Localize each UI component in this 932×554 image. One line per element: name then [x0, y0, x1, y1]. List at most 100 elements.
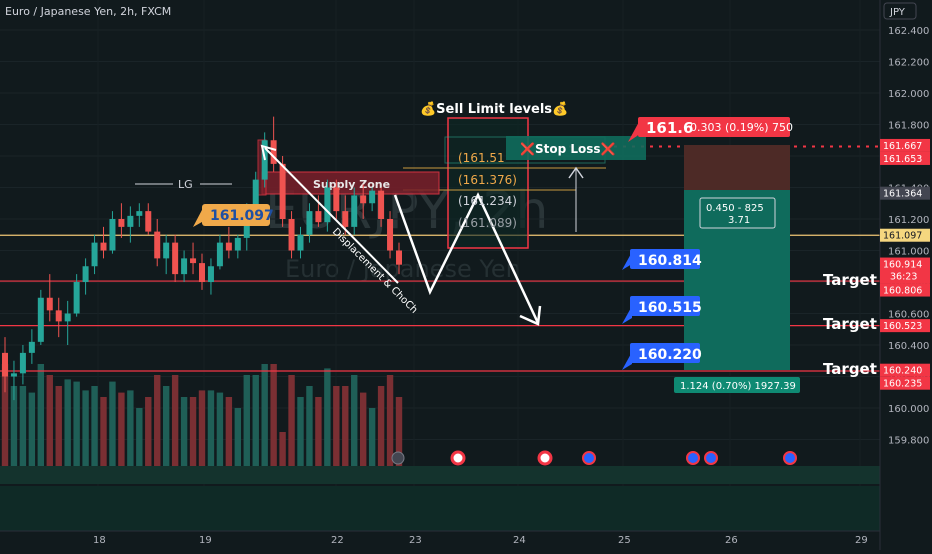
price-tick-label: 162.400: [888, 26, 929, 37]
time-tick-label: 23: [409, 535, 422, 546]
candle-body: [19, 352, 26, 374]
economic-event-icon[interactable]: [783, 451, 797, 465]
volume-bar: [386, 375, 394, 466]
time-tick-label: 26: [725, 535, 738, 546]
price-label-text: 161.667: [883, 141, 922, 152]
candle-body: [351, 195, 358, 227]
target-tag-pointer: [622, 352, 632, 370]
volume-bar: [306, 386, 313, 466]
candle-body: [252, 179, 259, 212]
event-flag-icon[interactable]: [537, 450, 553, 466]
candle-body: [324, 187, 331, 223]
event-markers[interactable]: [391, 450, 797, 466]
target-price-tag-1: [630, 249, 700, 269]
lightning-event-icon[interactable]: [391, 451, 405, 465]
candle-body: [118, 219, 125, 227]
price-label-box: [880, 138, 930, 152]
volume-bar: [55, 386, 62, 466]
economic-event-icon[interactable]: [686, 451, 700, 465]
time-axis-ticks[interactable]: 18 19 22 23 24 25 26 29: [93, 535, 868, 546]
currency-badge-text: JPY: [889, 7, 906, 18]
candle-body: [225, 242, 232, 251]
price-tick-label: 161.800: [888, 121, 929, 132]
target-price-3: 160.220: [638, 347, 702, 363]
panel-band: [0, 486, 880, 531]
price-tick-label: 160.600: [888, 310, 929, 321]
target-price-1: 160.814: [638, 253, 702, 269]
volume-bar: [171, 375, 179, 466]
volume-bar: [64, 379, 71, 466]
sell-limit-level-3: (161.234): [458, 194, 517, 208]
stop-loss-box: [506, 136, 646, 160]
candle-body: [145, 211, 152, 232]
volume-bar: [136, 408, 143, 466]
volume-bar: [180, 397, 188, 466]
symbol-title[interactable]: Euro / Japanese Yen, 2h, FXCM: [5, 5, 171, 18]
volume-bar: [333, 386, 340, 466]
profit-label: 1.124 (0.70%) 1927.39: [680, 381, 796, 392]
price-axis-labels: 161.667 161.653 161.364 161.097 160.91436:23…: [880, 138, 930, 390]
target-label-3: Target: [823, 360, 877, 378]
time-tick-label: 25: [618, 535, 631, 546]
supply-zone-label: Supply Zone: [313, 178, 390, 191]
time-tick-label: 22: [331, 535, 344, 546]
candle-body: [91, 242, 98, 267]
volume-bar: [368, 408, 376, 466]
candle-body: [369, 190, 376, 204]
volume-bar: [162, 386, 170, 466]
price-label-box: [880, 376, 930, 390]
candle-body: [127, 215, 134, 227]
stop-loss-label: ❌Stop Loss❌: [520, 142, 616, 156]
target-price-tag-3: [630, 343, 700, 363]
candle-body: [154, 231, 161, 259]
displacement-arrowhead: [260, 144, 277, 161]
candle-body: [73, 282, 80, 314]
candle-body: [378, 190, 385, 219]
candle-body: [315, 211, 322, 223]
entry-price-tag: [202, 204, 270, 226]
target-price-tag-2: [630, 296, 700, 316]
time-tick-label: 24: [513, 535, 526, 546]
volume-bar: [28, 392, 36, 466]
event-flag-icon[interactable]: [450, 450, 466, 466]
candle-body: [163, 242, 170, 259]
volume-bar: [19, 386, 27, 466]
price-label-box: [880, 319, 930, 333]
volume-bars: [1, 364, 403, 466]
price-label-text: 160.235: [883, 379, 922, 390]
candle-body: [297, 234, 304, 251]
price-label-text: 161.097: [883, 231, 922, 242]
currency-badge[interactable]: [883, 2, 917, 20]
volume-bar: [315, 397, 322, 466]
candle-body: [387, 219, 394, 251]
volume-bar: [225, 397, 233, 466]
volume-bar: [342, 386, 349, 466]
candle-body: [360, 195, 367, 204]
time-tick-label: 18: [93, 535, 106, 546]
volume-bar: [91, 386, 98, 466]
price-label-box: [880, 186, 930, 200]
candle-body: [109, 219, 116, 251]
candle-body: [216, 242, 223, 267]
economic-event-icon[interactable]: [582, 451, 596, 465]
risk-reward-ratio: 3.71: [728, 215, 750, 226]
projected-path: [393, 192, 540, 324]
candle-body: [333, 187, 340, 212]
candle-body: [37, 297, 44, 342]
measure-arrow: [568, 166, 584, 179]
economic-event-icon[interactable]: [704, 451, 718, 465]
panel-band: [0, 466, 880, 484]
volume-bar: [270, 364, 277, 466]
volume-bar: [73, 381, 80, 466]
candle-body: [64, 313, 71, 322]
candle-body: [270, 140, 277, 164]
volume-bar: [234, 408, 242, 466]
displacement-line: [264, 147, 399, 284]
price-tick-label: 160.000: [888, 404, 929, 415]
price-tick-label: 162.000: [888, 89, 929, 100]
volume-bar: [351, 375, 358, 466]
price-label-text: 161.653: [883, 154, 922, 165]
price-tick-label: 162.200: [888, 58, 929, 69]
